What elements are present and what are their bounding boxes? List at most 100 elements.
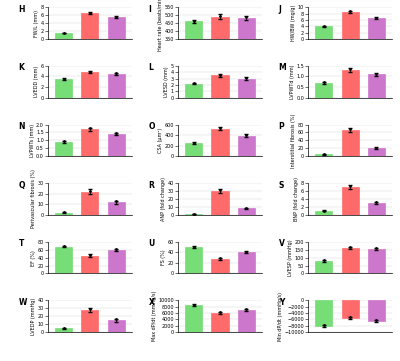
Point bbox=[60, 30, 67, 36]
Y-axis label: EF (%): EF (%) bbox=[31, 250, 36, 265]
Y-axis label: LVPWTd (mm): LVPWTd (mm) bbox=[290, 65, 295, 99]
Bar bbox=[212, 259, 228, 274]
Bar bbox=[55, 142, 72, 156]
Bar bbox=[82, 192, 98, 215]
Point bbox=[347, 183, 353, 189]
Y-axis label: HW/BW (mg/g): HW/BW (mg/g) bbox=[291, 5, 296, 41]
Bar bbox=[238, 79, 255, 97]
Y-axis label: BNP (fold change): BNP (fold change) bbox=[294, 177, 300, 221]
Bar bbox=[368, 249, 385, 274]
Point bbox=[60, 325, 67, 331]
Bar bbox=[82, 13, 98, 39]
Y-axis label: CSA (μm²): CSA (μm²) bbox=[158, 128, 163, 153]
Text: J: J bbox=[279, 5, 282, 14]
Point bbox=[373, 71, 380, 77]
Bar bbox=[238, 136, 255, 156]
Point bbox=[347, 314, 353, 320]
Bar bbox=[108, 202, 125, 215]
Bar bbox=[315, 154, 332, 156]
Text: X: X bbox=[149, 298, 154, 307]
Bar bbox=[55, 33, 72, 39]
Y-axis label: LVESP (mmHg): LVESP (mmHg) bbox=[288, 239, 293, 276]
Text: N: N bbox=[19, 122, 25, 131]
Point bbox=[113, 199, 119, 204]
Point bbox=[321, 208, 327, 214]
Text: Y: Y bbox=[279, 298, 284, 307]
Point bbox=[217, 125, 223, 131]
Point bbox=[321, 23, 327, 29]
Bar bbox=[342, 12, 358, 39]
Bar bbox=[108, 17, 125, 39]
Text: W: W bbox=[19, 298, 27, 307]
Bar bbox=[238, 18, 255, 94]
Bar bbox=[108, 320, 125, 332]
Point bbox=[113, 317, 119, 322]
Bar bbox=[212, 17, 228, 94]
Y-axis label: Interstitial fibrosis (%): Interstitial fibrosis (%) bbox=[291, 113, 296, 168]
Point bbox=[321, 79, 327, 85]
Point bbox=[60, 139, 67, 144]
Bar bbox=[315, 26, 332, 39]
Point bbox=[321, 151, 327, 157]
Text: H: H bbox=[19, 5, 25, 14]
Bar bbox=[315, 300, 332, 326]
Text: S: S bbox=[279, 180, 284, 190]
Point bbox=[373, 145, 380, 151]
Bar bbox=[185, 22, 202, 94]
Bar bbox=[368, 18, 385, 39]
Bar bbox=[55, 328, 72, 332]
Point bbox=[347, 245, 353, 251]
Bar bbox=[212, 313, 228, 332]
Y-axis label: LVEDD (mm): LVEDD (mm) bbox=[34, 66, 39, 97]
Point bbox=[190, 18, 197, 23]
Point bbox=[60, 210, 67, 216]
Text: K: K bbox=[19, 63, 24, 72]
Bar bbox=[368, 148, 385, 156]
Y-axis label: FS (%): FS (%) bbox=[161, 250, 166, 265]
Text: O: O bbox=[149, 122, 155, 131]
Bar bbox=[212, 75, 228, 97]
Bar bbox=[185, 214, 202, 215]
Bar bbox=[315, 261, 332, 274]
Point bbox=[217, 310, 223, 316]
Bar bbox=[55, 247, 72, 274]
Point bbox=[60, 243, 67, 249]
Bar bbox=[315, 83, 332, 97]
Text: Q: Q bbox=[19, 180, 25, 190]
Bar bbox=[82, 72, 98, 97]
Text: R: R bbox=[149, 180, 154, 190]
Point bbox=[87, 126, 93, 131]
Text: U: U bbox=[149, 239, 155, 248]
Bar bbox=[185, 84, 202, 97]
Y-axis label: Min dP/dt (mmHg/s): Min dP/dt (mmHg/s) bbox=[278, 292, 283, 341]
Point bbox=[373, 15, 380, 21]
Bar bbox=[82, 129, 98, 156]
Bar bbox=[342, 70, 358, 97]
Point bbox=[60, 76, 67, 82]
Bar bbox=[55, 79, 72, 97]
Bar bbox=[342, 300, 358, 318]
Bar bbox=[238, 209, 255, 215]
Point bbox=[87, 69, 93, 75]
Y-axis label: ANP (fold change): ANP (fold change) bbox=[161, 177, 166, 221]
Bar bbox=[368, 300, 385, 321]
Text: M: M bbox=[279, 63, 286, 72]
Bar bbox=[342, 248, 358, 274]
Y-axis label: LVESD (mm): LVESD (mm) bbox=[164, 66, 169, 97]
Point bbox=[190, 211, 197, 217]
Point bbox=[190, 244, 197, 249]
Bar bbox=[185, 305, 202, 332]
Y-axis label: Perivascular fibrosis (%): Perivascular fibrosis (%) bbox=[31, 170, 36, 229]
Bar bbox=[342, 187, 358, 215]
Point bbox=[217, 13, 223, 18]
Bar bbox=[368, 203, 385, 215]
Bar bbox=[82, 310, 98, 332]
Bar bbox=[368, 74, 385, 97]
Text: T: T bbox=[19, 239, 24, 248]
Point bbox=[113, 246, 119, 252]
Y-axis label: LVPWTs (mm): LVPWTs (mm) bbox=[30, 124, 35, 157]
Point bbox=[243, 75, 250, 81]
Point bbox=[347, 127, 353, 132]
Point bbox=[243, 14, 250, 20]
Text: I: I bbox=[149, 5, 152, 14]
